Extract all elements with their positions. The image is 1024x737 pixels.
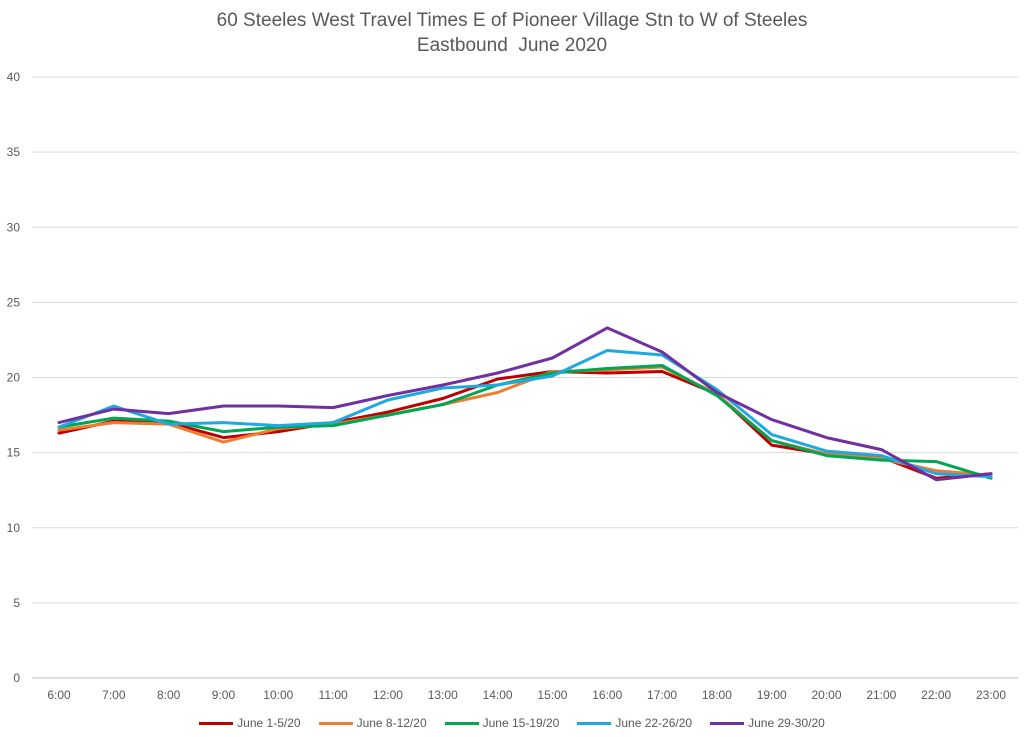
legend-label: June 22-26/20 bbox=[615, 716, 693, 730]
y-tick-label: 10 bbox=[7, 521, 21, 535]
y-tick-label: 5 bbox=[13, 596, 20, 610]
legend-label: June 1-5/20 bbox=[237, 716, 301, 730]
series-line-4 bbox=[57, 349, 993, 479]
legend-swatch bbox=[577, 721, 612, 725]
x-tick-label: 17:00 bbox=[647, 688, 677, 702]
y-axis-tick-labels: 0 5 10 15 20 25 30 35 40 bbox=[7, 70, 21, 685]
legend-swatch bbox=[318, 721, 353, 725]
x-tick-label: 13:00 bbox=[428, 688, 458, 702]
x-tick-label: 20:00 bbox=[812, 688, 842, 702]
x-tick-label: 15:00 bbox=[537, 688, 567, 702]
series-lines bbox=[57, 326, 993, 482]
x-tick-label: 23:00 bbox=[976, 688, 1006, 702]
x-tick-label: 10:00 bbox=[263, 688, 293, 702]
legend-item-3: June 15-19/20 bbox=[444, 716, 560, 730]
x-tick-label: 14:00 bbox=[483, 688, 513, 702]
y-tick-label: 40 bbox=[7, 70, 21, 84]
y-tick-label: 35 bbox=[7, 145, 21, 159]
x-tick-label: 8:00 bbox=[157, 688, 181, 702]
legend-item-2: June 8-12/20 bbox=[318, 716, 427, 730]
chart-subtitle: Eastbound June 2020 bbox=[416, 35, 608, 56]
legend-item-4: June 22-26/20 bbox=[577, 716, 692, 730]
x-tick-label: 9:00 bbox=[212, 688, 236, 702]
legend-swatch bbox=[199, 721, 234, 725]
legend-swatch bbox=[444, 721, 479, 725]
x-tick-label: 11:00 bbox=[319, 688, 348, 702]
chart-title-block: 60 Steeles West Travel Times E of Pionee… bbox=[0, 8, 1024, 58]
x-tick-label: 6:00 bbox=[47, 688, 71, 702]
y-tick-label: 20 bbox=[7, 371, 21, 385]
x-axis-tick-labels: 6:00 7:00 8:00 9:00 10:00 11:00 12:00 13:00 14:0… bbox=[47, 688, 1006, 702]
legend-label: June 15-19/20 bbox=[482, 716, 560, 730]
x-tick-label: 19:00 bbox=[757, 688, 787, 702]
chart-title: 60 Steeles West Travel Times E of Pionee… bbox=[216, 10, 808, 31]
series-line-1 bbox=[57, 370, 993, 480]
y-tick-label: 30 bbox=[7, 220, 21, 234]
legend-item-5: June 29-30/20 bbox=[710, 716, 825, 730]
x-tick-label: 7:00 bbox=[102, 688, 126, 702]
legend: June 1-5/20 June 8-12/20 June 15-19/20 June… bbox=[0, 716, 1024, 730]
legend-label: June 8-12/20 bbox=[356, 716, 427, 730]
series-line-5 bbox=[57, 326, 993, 482]
x-tick-label: 16:00 bbox=[592, 688, 622, 702]
legend-item-1: June 1-5/20 bbox=[199, 716, 301, 730]
y-tick-label: 0 bbox=[13, 671, 20, 685]
x-tick-label: 12:00 bbox=[373, 688, 403, 702]
x-tick-label: 18:00 bbox=[702, 688, 732, 702]
x-tick-label: 22:00 bbox=[921, 688, 951, 702]
legend-label: June 29-30/20 bbox=[748, 716, 825, 730]
x-tick-label: 21:00 bbox=[866, 688, 896, 702]
legend-swatch bbox=[710, 721, 745, 725]
y-tick-label: 15 bbox=[7, 446, 21, 460]
y-tick-label: 25 bbox=[7, 295, 21, 309]
